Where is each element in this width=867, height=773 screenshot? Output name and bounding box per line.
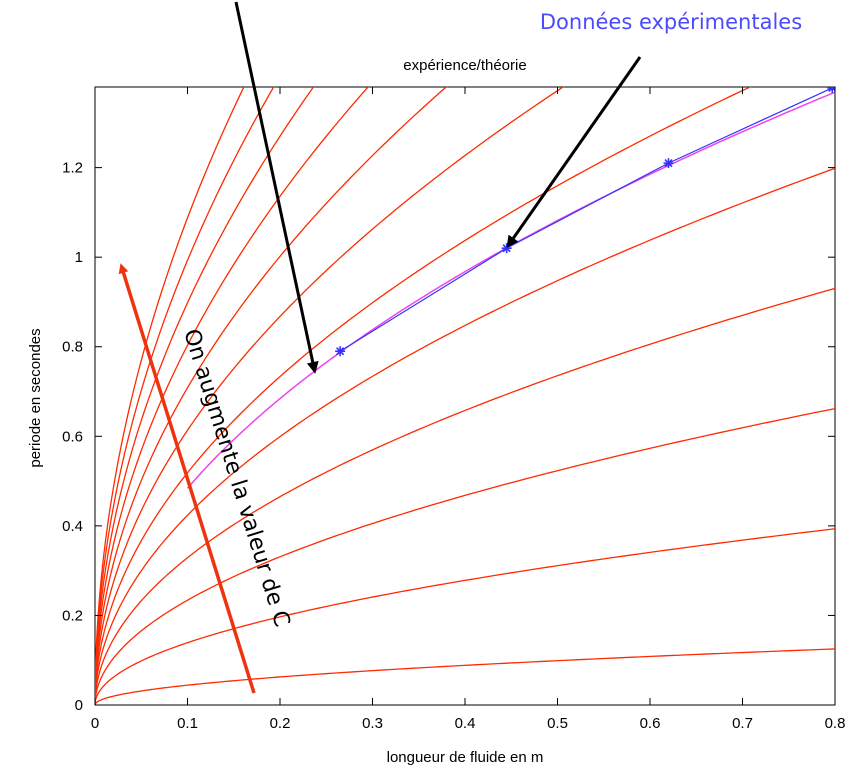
- theory-curve-2: [95, 528, 835, 705]
- x-tick-label: 0.6: [640, 715, 661, 732]
- x-tick-label: 0.8: [825, 715, 846, 732]
- y-axis-label: periode en secondes: [27, 328, 44, 467]
- theory-curve-7: [95, 87, 565, 705]
- y-tick-label: 0.2: [62, 607, 83, 624]
- theory-curve-5: [95, 167, 835, 705]
- data-annotation-label: Données expérimentales: [540, 10, 802, 34]
- data-series-line: [339, 87, 833, 352]
- x-tick-label: 0.4: [455, 715, 476, 732]
- theory-curve-12: [95, 87, 245, 705]
- theory-curve-6: [95, 87, 752, 705]
- y-tick-label: 0: [75, 697, 83, 714]
- y-tick-label: 0.4: [62, 518, 83, 535]
- theory-curve-3: [95, 407, 835, 705]
- x-axis-label: longueur de fluide en m: [387, 749, 544, 766]
- ticks-layer: 0 0.1 0.2 0.3 0.4 0.5 0.6 0.7 0.8 0 0.2 0.4 0.6 0.8 1 1…: [62, 87, 845, 732]
- theory-curve-1: [95, 648, 835, 705]
- data-point-3: [663, 158, 674, 169]
- y-tick-label: 1.2: [62, 160, 83, 177]
- theory-curve-4: [95, 287, 835, 705]
- y-tick-label: 1: [75, 249, 83, 266]
- x-tick-label: 0: [91, 715, 99, 732]
- x-tick-label: 0.3: [362, 715, 383, 732]
- theory-curve-9: [95, 87, 369, 705]
- fit-annotation-arrow: [234, 1, 319, 374]
- x-tick-label: 0.2: [270, 715, 291, 732]
- theory-curve-10: [95, 87, 315, 705]
- x-tick-label: 0.7: [732, 715, 753, 732]
- x-tick-label: 0.5: [547, 715, 568, 732]
- chart-title: expérience/théorie: [403, 57, 526, 74]
- theory-curve-11: [95, 87, 275, 705]
- theory-curve-8: [95, 87, 448, 705]
- data-annotation-arrow: [506, 56, 642, 248]
- x-tick-label: 0.1: [177, 715, 198, 732]
- y-tick-label: 0.6: [62, 428, 83, 445]
- data-point-1: [335, 346, 346, 357]
- data-point-4: [827, 87, 835, 93]
- plot-area: [94, 86, 836, 706]
- increase-c-arrow: [118, 263, 256, 694]
- data-point-2: [501, 243, 512, 254]
- y-tick-label: 0.8: [62, 339, 83, 356]
